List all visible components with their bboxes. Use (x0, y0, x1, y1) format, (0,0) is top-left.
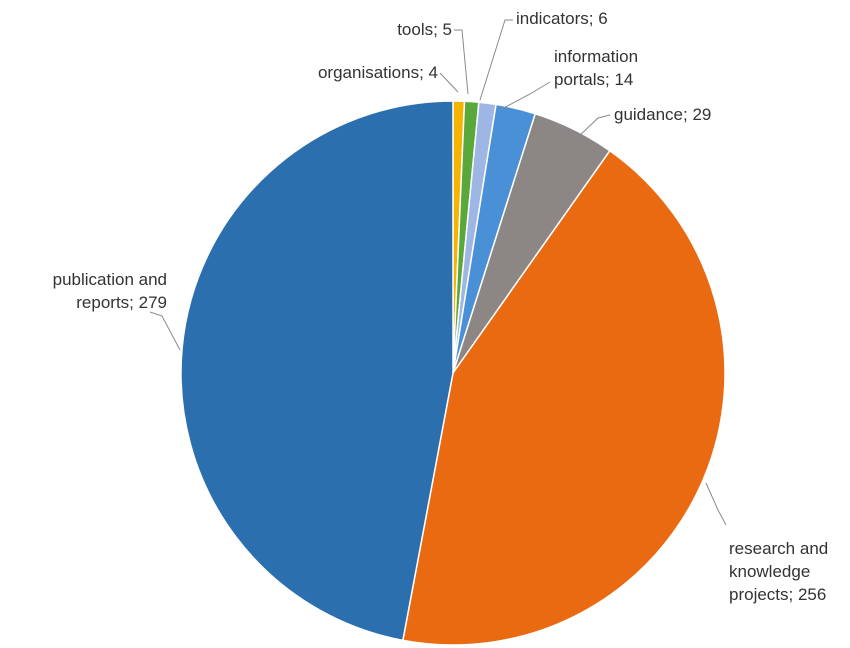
pie-slice-publication-and-reports (180, 100, 454, 642)
data-label-line: guidance; 29 (614, 105, 711, 124)
data-label: information portals; 14 (554, 47, 638, 89)
data-label: publication and reports; 279 (53, 270, 167, 312)
data-label-line: information (554, 47, 638, 66)
data-labels: organisations; 4 tools; 5 indicators; 6 inf… (53, 9, 829, 604)
data-label-line: tools; 5 (397, 20, 452, 39)
data-label-line: organisations; 4 (318, 63, 438, 82)
data-label: tools; 5 (397, 20, 452, 39)
data-label-line: projects; 256 (729, 585, 826, 604)
leader-line (454, 29, 469, 95)
data-label-line: reports; 279 (76, 293, 167, 312)
leader-line (149, 311, 181, 351)
data-label: guidance; 29 (614, 105, 711, 124)
data-label: indicators; 6 (516, 9, 608, 28)
data-label-line: publication and (53, 270, 167, 289)
leader-line (705, 482, 727, 526)
pie-slice-research-and-knowledge-projects (401, 149, 726, 646)
leader-line (499, 81, 551, 111)
leader-lines (149, 19, 727, 526)
leader-line (574, 114, 611, 141)
pie-slices (180, 100, 726, 646)
data-label-line: indicators; 6 (516, 9, 608, 28)
data-label-line: research and (729, 539, 828, 558)
leader-line (439, 72, 459, 93)
data-label: organisations; 4 (318, 63, 438, 82)
data-label-line: knowledge (729, 562, 810, 581)
data-label-line: portals; 14 (554, 70, 633, 89)
leader-line (479, 19, 513, 101)
data-label: research and knowledge projects; 256 (729, 539, 828, 604)
